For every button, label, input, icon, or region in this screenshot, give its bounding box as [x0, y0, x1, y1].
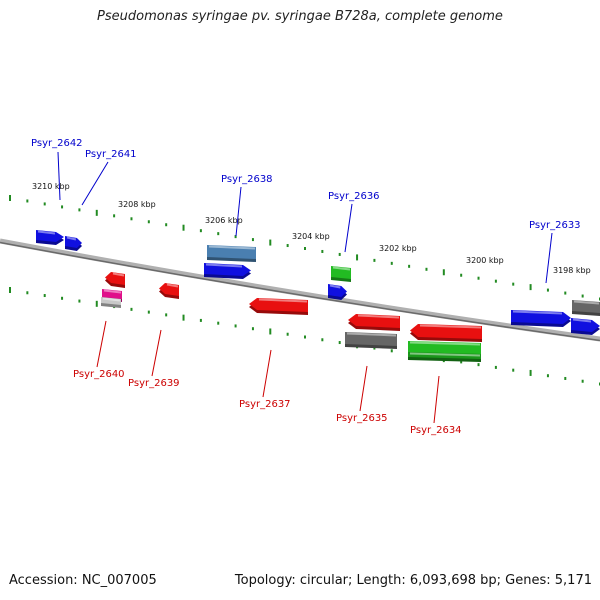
gene-label-forward: Psyr_2633 [529, 220, 581, 231]
feature-blue-right [571, 318, 600, 332]
feature-psyr-2638b-highlight [205, 263, 243, 268]
gene-label-reverse: Psyr_2637 [239, 399, 291, 410]
feature-psyr-2636b-highlight [329, 284, 341, 289]
scale-label: 3204 kbp [292, 232, 330, 241]
feature-psyr-2636-highlight [332, 266, 351, 271]
leader-line [151, 329, 162, 377]
leader-line [262, 349, 272, 398]
feature-psyr-2634b-highlight [409, 352, 481, 357]
leader-line [235, 186, 242, 237]
feature-psyr-2640-magenta-highlight [103, 289, 122, 294]
map-title: Pseudomonas syringae pv. syringae B728a,… [97, 9, 503, 24]
scale-label: 3208 kbp [118, 200, 156, 209]
scale-label: 3202 kbp [379, 244, 417, 253]
gene-label-forward: Psyr_2636 [328, 191, 380, 202]
feature-psyr-2634-highlight [409, 341, 481, 346]
leader-line [433, 375, 440, 424]
feature-psyr-2640-gray-highlight [102, 297, 121, 302]
feature-blue-right-highlight [572, 318, 592, 323]
gene-label-reverse: Psyr_2640 [73, 369, 125, 380]
accession-label: Accession: NC_007005 [9, 573, 157, 588]
feature-psyr-2642-highlight [37, 230, 56, 235]
feature-psyr-2634a-highlight [419, 324, 482, 329]
gene-label-forward: Psyr_2638 [221, 174, 273, 185]
gene-label-reverse: Psyr_2634 [410, 425, 462, 436]
scale-label: 3200 kbp [466, 256, 504, 265]
genome-backbone [0, 238, 600, 342]
topology-summary: Topology: circular; Length: 6,093,698 bp… [234, 573, 592, 588]
leader-line [359, 365, 368, 412]
feature-psyr-2633-highlight [512, 310, 563, 315]
leader-line [344, 203, 353, 253]
scale-label: 3198 kbp [553, 266, 591, 275]
feature-gray-right-highlight [573, 300, 600, 305]
feature-psyr-2637-highlight [258, 298, 308, 303]
leader-line [545, 232, 553, 284]
feature-psyr-2641-highlight [66, 236, 77, 241]
gene-label-reverse: Psyr_2635 [336, 413, 388, 424]
feature-psyr-2636b [328, 284, 347, 297]
feature-psyr-2635-highlight [346, 332, 397, 337]
feature-psyr-2639-highlight [166, 283, 179, 288]
gene-label-forward: Psyr_2641 [85, 149, 137, 160]
feature-psyr-2638-highlight [208, 245, 256, 250]
scale-label: 3206 kbp [205, 216, 243, 225]
leader-line [81, 161, 109, 206]
feature-psyr-2640-highlight [112, 272, 125, 277]
genome-backbone-shadow [0, 241, 600, 342]
feature-psyr-2635a-highlight [357, 314, 400, 319]
scale-label: 3210 kbp [32, 182, 70, 191]
leader-line [57, 151, 61, 201]
gene-label-reverse: Psyr_2639 [128, 378, 180, 389]
leader-line [96, 320, 107, 368]
gene-label-forward: Psyr_2642 [31, 138, 83, 149]
